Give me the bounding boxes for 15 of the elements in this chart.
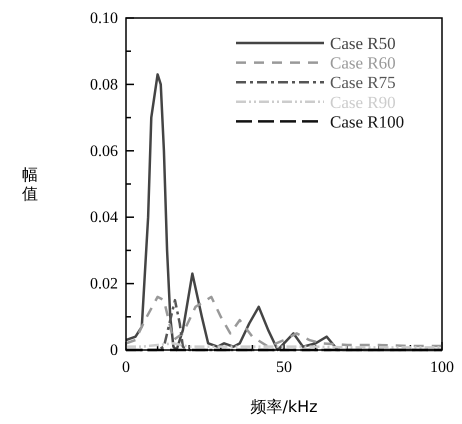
text: Case R75 bbox=[330, 73, 396, 92]
y-tick-label: 0 bbox=[110, 342, 118, 359]
text: Case R100 bbox=[330, 112, 404, 132]
x-tick-label: 0 bbox=[122, 359, 130, 376]
y-tick-label: 0.06 bbox=[90, 142, 118, 160]
y-tick-label: 0.02 bbox=[90, 276, 118, 293]
y-tick-label: 0.08 bbox=[90, 76, 118, 94]
y-tick-label: 0.04 bbox=[90, 209, 118, 226]
x-tick-label: 100 bbox=[430, 359, 454, 376]
x-axis-title: 频率/kHz bbox=[250, 397, 318, 416]
text: Case R50 bbox=[330, 34, 396, 53]
y-axis-title: 幅值 bbox=[22, 165, 38, 203]
text: Case R60 bbox=[330, 54, 396, 73]
y-tick-label: 0.10 bbox=[90, 10, 118, 27]
x-tick-label: 50 bbox=[276, 359, 292, 376]
